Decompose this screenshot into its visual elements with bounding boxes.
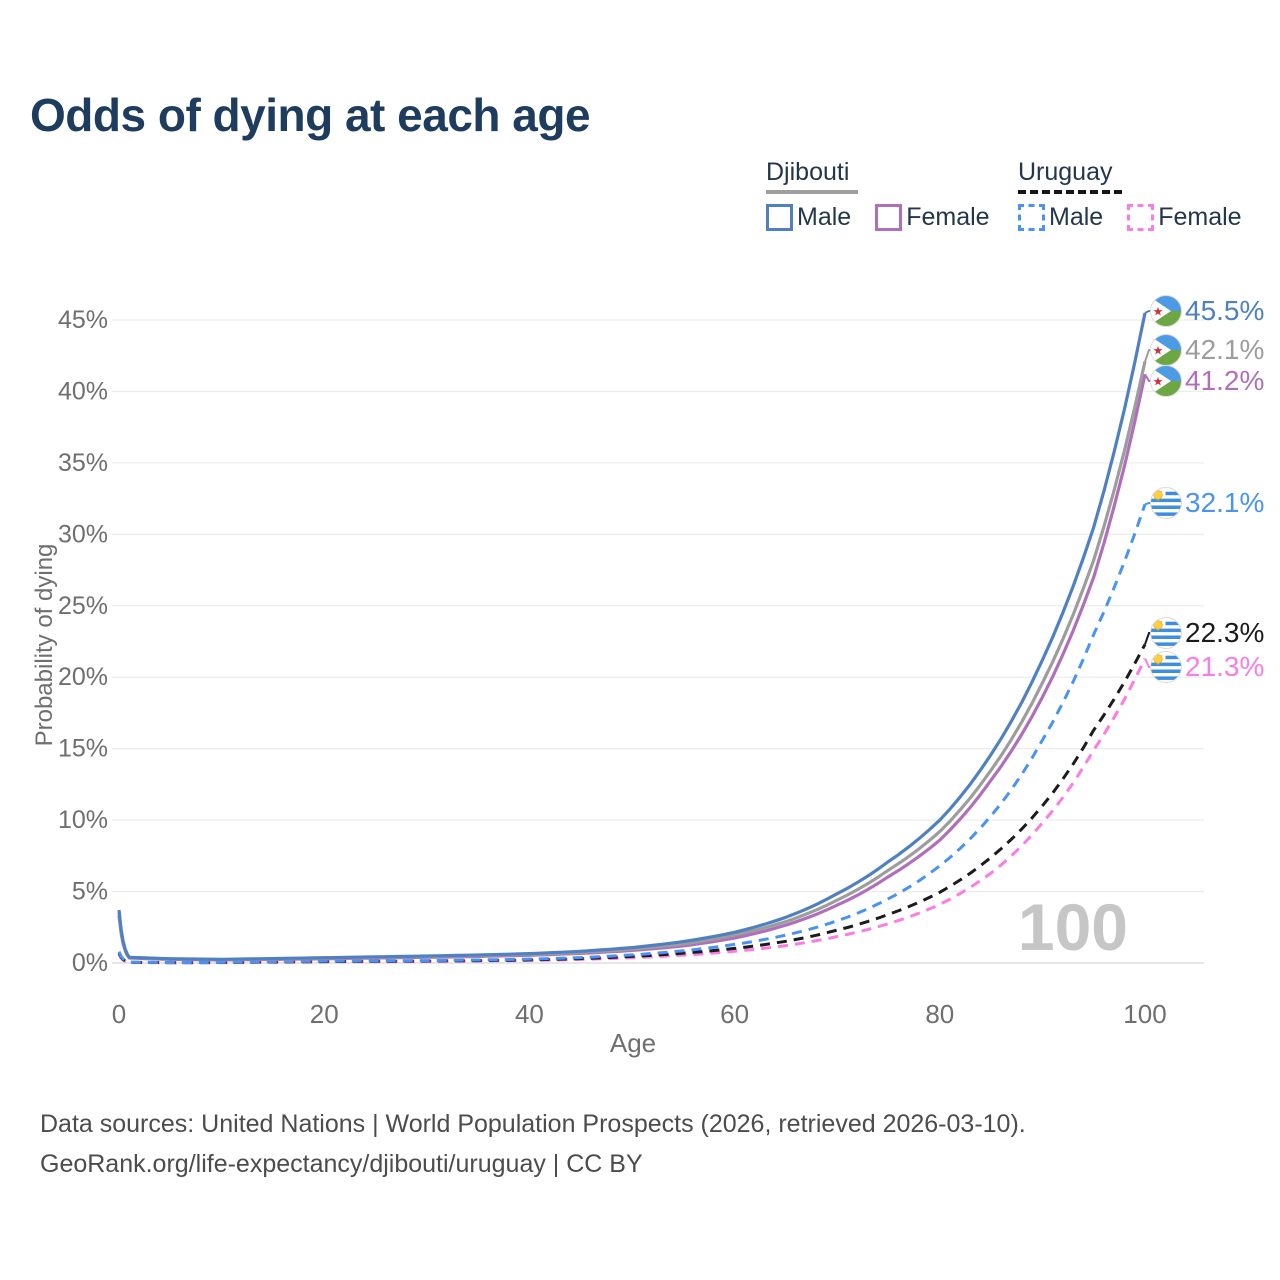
data-source-footer: Data sources: United Nations | World Pop… xyxy=(40,1104,1026,1184)
legend-swatch-dashed xyxy=(1018,204,1045,231)
series-line-uruguay-both xyxy=(117,643,1147,965)
legend-swatch-dashed xyxy=(1127,204,1155,231)
x-tick-label: 60 xyxy=(720,999,749,1029)
y-tick-label: 30% xyxy=(58,520,108,548)
legend-item-djibouti-male[interactable]: Male xyxy=(766,203,851,232)
djibouti-flag-icon xyxy=(1150,365,1182,397)
legend-item-uruguay-male[interactable]: Male xyxy=(1018,203,1103,232)
legend-item-djibouti-female[interactable]: Female xyxy=(875,203,990,232)
legend-items-row: Male Female xyxy=(766,203,990,232)
y-tick-label: 40% xyxy=(58,377,108,405)
uruguay-flag-icon xyxy=(1150,487,1182,519)
legend-item-label: Male xyxy=(1049,203,1104,231)
x-axis-title: Age xyxy=(610,1028,656,1058)
y-tick-label: 35% xyxy=(58,449,108,477)
y-tick-label: 15% xyxy=(58,735,108,763)
x-tick-label: 0 xyxy=(112,999,126,1029)
legend-item-label: Female xyxy=(1158,203,1242,231)
y-tick-label: 25% xyxy=(58,592,108,620)
x-tick-label: 40 xyxy=(515,999,544,1029)
legend-item-label: Male xyxy=(797,203,852,231)
legend-items-row: Male Female xyxy=(1018,203,1242,232)
uruguay-flag-icon xyxy=(1150,617,1182,649)
legend-group-djibouti: Djibouti Male Female xyxy=(766,158,990,232)
footer-sources-line: Data sources: United Nations | World Pop… xyxy=(40,1110,1026,1138)
series-line-djibouti-both xyxy=(117,361,1147,962)
y-tick-label: 20% xyxy=(58,663,108,691)
legend-swatch-solid xyxy=(766,204,793,231)
legend-country-label: Djibouti xyxy=(766,158,850,186)
end-value-label-djibouti-female: 41.2% xyxy=(1185,365,1264,396)
y-tick-label: 5% xyxy=(72,878,108,906)
current-age-watermark: 100 xyxy=(1018,890,1128,964)
y-tick-label: 45% xyxy=(58,306,108,334)
end-value-label-djibouti-male: 45.5% xyxy=(1185,295,1264,326)
x-tick-label: 100 xyxy=(1123,999,1166,1029)
end-value-label-uruguay-female: 21.3% xyxy=(1185,651,1264,682)
x-tick-label: 20 xyxy=(310,999,339,1029)
legend-country-linestyle-solid xyxy=(766,190,858,194)
legend-item-uruguay-female[interactable]: Female xyxy=(1127,203,1242,232)
y-tick-label: 10% xyxy=(58,806,108,834)
uruguay-flag-icon xyxy=(1150,651,1182,683)
end-value-label-uruguay-male: 32.1% xyxy=(1185,487,1264,518)
legend-group-uruguay: Uruguay Male Female xyxy=(1018,158,1242,232)
djibouti-flag-icon xyxy=(1150,334,1182,366)
legend-country-linestyle-dashed xyxy=(1018,190,1122,194)
legend-swatch-solid xyxy=(875,204,903,231)
page-title: Odds of dying at each age xyxy=(30,89,591,141)
legend-item-label: Female xyxy=(906,203,990,231)
series-line-uruguay-female xyxy=(117,657,1147,965)
end-value-label-uruguay-both: 22.3% xyxy=(1185,617,1264,648)
series-line-uruguay-male xyxy=(117,503,1147,965)
djibouti-flag-icon xyxy=(1150,295,1182,327)
footer-url-line: GeoRank.org/life-expectancy/djibouti/uru… xyxy=(40,1150,643,1178)
series-line-djibouti-male xyxy=(117,312,1147,961)
end-value-label-djibouti-both: 42.1% xyxy=(1185,334,1264,365)
y-tick-label: 0% xyxy=(72,949,108,977)
x-tick-label: 80 xyxy=(925,999,954,1029)
legend-country-label: Uruguay xyxy=(1018,158,1113,186)
